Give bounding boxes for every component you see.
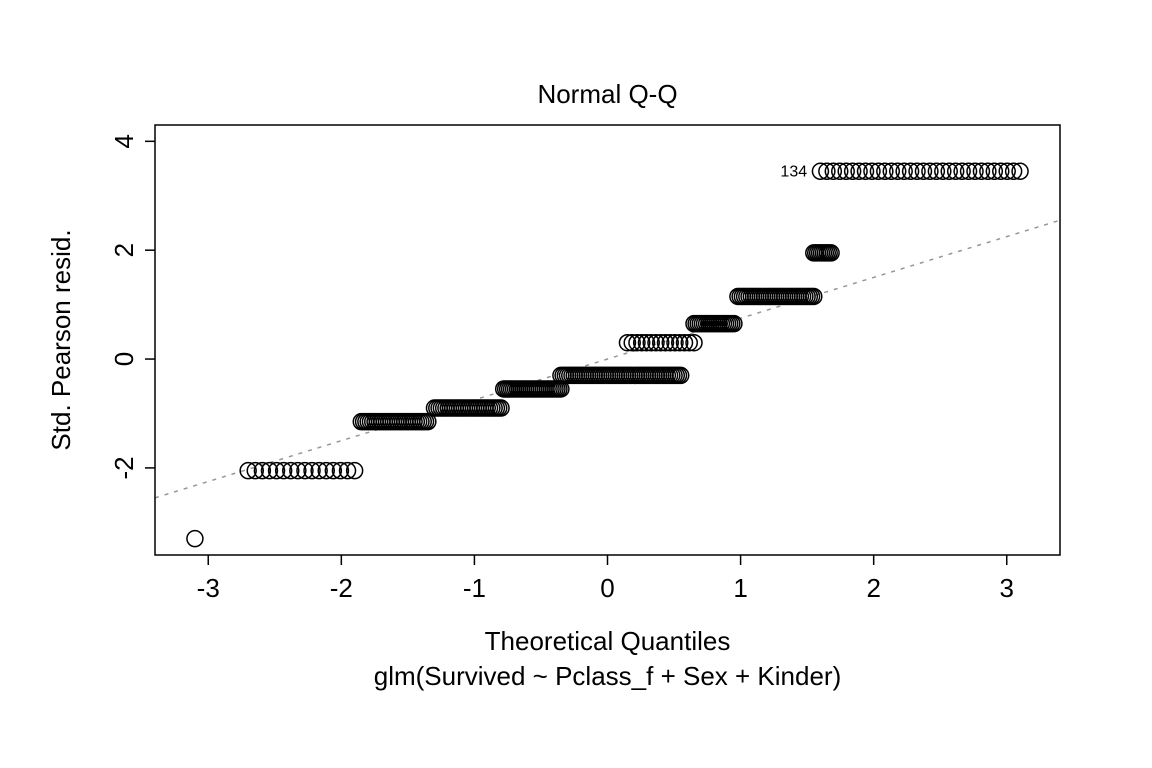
x-tick-label: -1: [463, 573, 486, 603]
y-tick-label: 4: [109, 134, 139, 148]
outlier-label: 134: [780, 163, 807, 180]
qq-plot-svg: 134 -3 -2 -1 0 1 2 3 -2 0 2 4 Normal Q-Q Theoretical …: [0, 0, 1152, 768]
y-axis-label: Std. Pearson resid.: [46, 229, 76, 450]
qq-plot-container: 134 -3 -2 -1 0 1 2 3 -2 0 2 4 Normal Q-Q Theoretical …: [0, 0, 1152, 768]
x-axis-label: Theoretical Quantiles: [485, 626, 731, 656]
y-tick-label: 2: [109, 243, 139, 257]
y-tick-label: 0: [109, 352, 139, 366]
x-tick-label: 0: [600, 573, 614, 603]
x-tick-label: 3: [1000, 573, 1014, 603]
x-tick-label: 1: [733, 573, 747, 603]
model-subtitle: glm(Survived ~ Pclass_f + Sex + Kinder): [374, 661, 841, 691]
x-tick-label: 2: [866, 573, 880, 603]
x-tick-label: -2: [330, 573, 353, 603]
chart-title: Normal Q-Q: [537, 79, 677, 109]
x-tick-label: -3: [197, 573, 220, 603]
y-tick-label: -2: [109, 456, 139, 479]
